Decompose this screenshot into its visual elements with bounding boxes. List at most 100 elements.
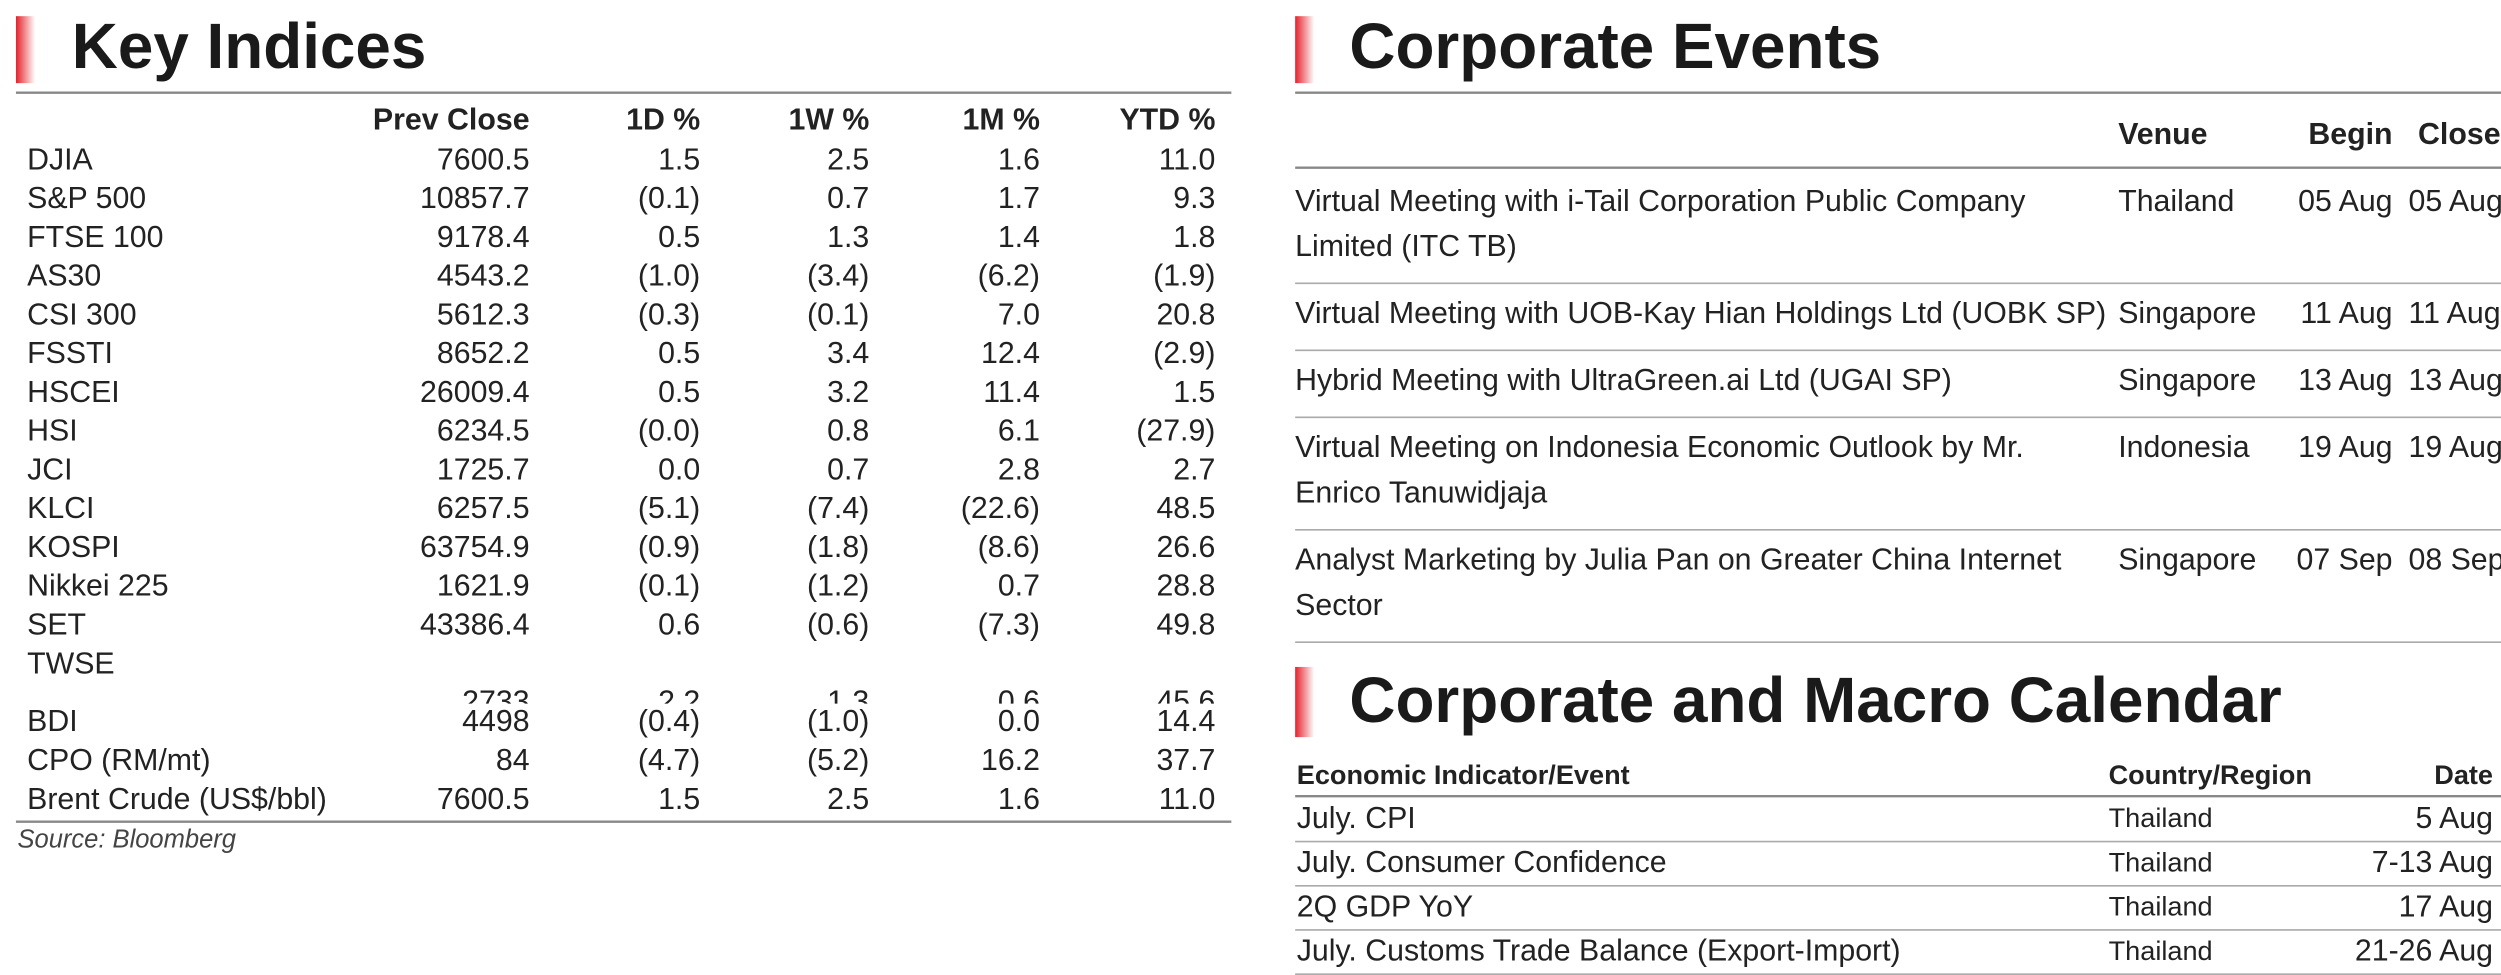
date: 17 Aug <box>2399 890 2493 923</box>
event-name: Analyst Marketing by Julia Pan on Greate… <box>1295 544 2062 577</box>
cell-value: 1.5 <box>1173 376 1215 409</box>
begin-date: 13 Aug <box>2298 364 2392 397</box>
cell-value: (3.4) <box>807 260 869 293</box>
venue: Singapore <box>2118 364 2256 397</box>
cell-value: (5.2) <box>807 744 869 777</box>
cell-value: 6257.5 <box>437 492 530 525</box>
date: 5 Aug <box>2416 802 2494 835</box>
cell-value: 14.4 <box>1156 705 1215 738</box>
cell-value: 2.5 <box>827 143 869 176</box>
close-date: 05 Aug <box>2408 185 2501 218</box>
cell-value: 1.5 <box>658 143 700 176</box>
date: 7-13 Aug <box>2372 846 2493 879</box>
cell-value: 4498 <box>462 705 529 738</box>
venue: Singapore <box>2118 297 2256 330</box>
venue: Indonesia <box>2118 431 2250 464</box>
cell-value: 12.4 <box>981 337 1040 370</box>
close-date: 08 Sep <box>2408 544 2501 577</box>
cell-value: 1725.7 <box>437 453 530 486</box>
cell-value: 2.7 <box>1173 453 1215 486</box>
event-name: July. CPI <box>1297 802 1416 835</box>
begin-date: 05 Aug <box>2298 185 2392 218</box>
cell-value: 1621.9 <box>437 570 530 603</box>
cell-value: 6234.5 <box>437 415 530 448</box>
cell-value: 26009.4 <box>420 376 530 409</box>
cell-value: 3.4 <box>827 337 869 370</box>
cell-value: 43386.4 <box>420 608 530 641</box>
cell-value: 10857.7 <box>420 182 530 215</box>
column-header: 1M % <box>963 103 1041 136</box>
cell-value: (22.6) <box>961 492 1040 525</box>
cell-value: 16.2 <box>981 744 1040 777</box>
cell-value: 9.3 <box>1173 182 1215 215</box>
close-date: 19 Aug <box>2408 431 2501 464</box>
column-header: 1D % <box>626 103 700 136</box>
event-name: July. Customs Trade Balance (Export-Impo… <box>1297 935 1901 968</box>
cell-value: 49.8 <box>1156 608 1215 641</box>
cell-value: 0.0 <box>658 453 700 486</box>
event-name: Virtual Meeting with i-Tail Corporation … <box>1295 185 2026 218</box>
event-name: Sector <box>1295 589 1383 622</box>
cell-value: (1.0) <box>807 705 869 738</box>
column-header: Close <box>2418 118 2501 151</box>
cell-value: 1.7 <box>998 182 1040 215</box>
cell-value: 11.0 <box>1159 143 1216 176</box>
cell-value: 0.5 <box>658 376 700 409</box>
event-name: Enrico Tanuwidjaja <box>1295 477 1547 510</box>
country: Thailand <box>2109 891 2213 922</box>
venue: Thailand <box>2118 185 2234 218</box>
event-name: Limited (ITC TB) <box>1295 230 1517 263</box>
date: 21-26 Aug <box>2355 935 2493 968</box>
cell-value: 48.5 <box>1156 492 1215 525</box>
index-name: Nikkei 225 <box>27 570 168 603</box>
cell-value: (0.1) <box>638 570 700 603</box>
cell-value: 7600.5 <box>437 143 530 176</box>
index-name: KLCI <box>27 492 94 525</box>
section-title: Corporate Events <box>1349 10 1881 82</box>
event-name: Hybrid Meeting with UltraGreen.ai Ltd (U… <box>1295 364 1952 397</box>
cell-value: (7.3) <box>978 608 1040 641</box>
event-name: July. Consumer Confidence <box>1297 846 1667 879</box>
cell-value: 3.2 <box>827 376 869 409</box>
cell-value: 2.2 <box>658 686 700 719</box>
index-name: DJIA <box>27 143 93 176</box>
cell-value: (5.1) <box>638 492 700 525</box>
cell-value: 7600.5 <box>437 783 530 816</box>
column-header: Begin <box>2308 118 2392 151</box>
cell-value: (4.7) <box>638 744 700 777</box>
cell-value: 0.6 <box>658 608 700 641</box>
cell-value: 6.1 <box>998 415 1040 448</box>
cell-value: 45.6 <box>1156 686 1215 719</box>
cell-value: (1.0) <box>638 260 700 293</box>
cell-value: 0.7 <box>827 453 869 486</box>
cell-value: 20.8 <box>1156 298 1215 331</box>
begin-date: 11 Aug <box>2300 297 2392 330</box>
column-header: Date <box>2434 759 2493 790</box>
cell-value: (27.9) <box>1136 415 1215 448</box>
section-title: Key Indices <box>72 10 427 82</box>
cell-value: 5612.3 <box>437 298 530 331</box>
column-header: Venue <box>2118 118 2207 151</box>
cell-value: 1.4 <box>998 221 1040 254</box>
cell-value: 8652.2 <box>437 337 530 370</box>
begin-date: 19 Aug <box>2298 431 2392 464</box>
cell-value: 0.0 <box>998 705 1040 738</box>
cell-value: 2733 <box>462 686 529 719</box>
index-name: CSI 300 <box>27 298 136 331</box>
cell-value: 2.8 <box>998 453 1040 486</box>
cell-value: 26.6 <box>1156 531 1215 564</box>
index-name: Brent Crude (US$/bbl) <box>27 783 327 816</box>
index-name: TWSE <box>27 647 115 680</box>
country: Thailand <box>2109 802 2213 833</box>
column-header: YTD % <box>1119 103 1215 136</box>
cell-value: (1.9) <box>1153 260 1215 293</box>
column-header: Country/Region <box>2109 759 2312 790</box>
cell-value: 9178.4 <box>437 221 530 254</box>
event-name: 2Q GDP YoY <box>1297 890 1473 923</box>
cell-value: 0.5 <box>658 337 700 370</box>
index-name: BDI <box>27 705 78 738</box>
cell-value: 1.8 <box>1173 221 1215 254</box>
cell-value: 0.7 <box>827 182 869 215</box>
source: Source: Bloomberg <box>18 826 236 854</box>
